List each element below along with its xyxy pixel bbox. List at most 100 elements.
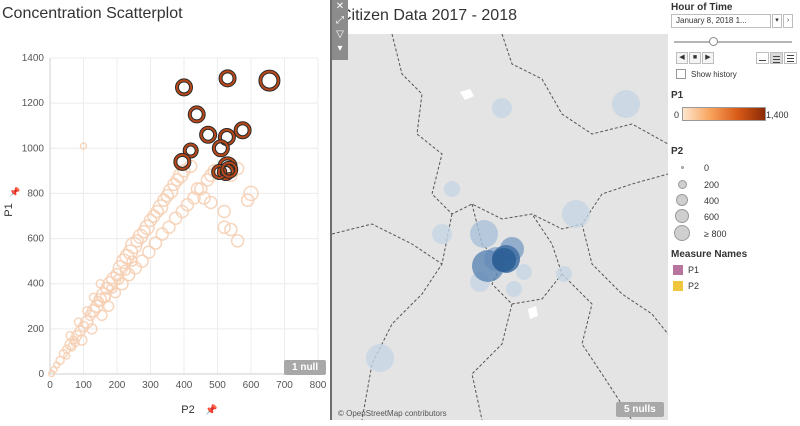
scatter-point[interactable] [200,126,217,143]
map-point[interactable] [612,90,640,118]
map-point[interactable] [506,281,522,297]
scatter-point[interactable] [224,222,238,237]
scatter-point[interactable] [190,182,205,196]
speed-fast-button[interactable] [784,52,797,64]
scatter-point[interactable] [135,254,149,268]
p2-size-item[interactable]: 0 [668,160,800,176]
scatter-point[interactable] [259,70,280,91]
scatter-point[interactable] [96,309,108,322]
map-point[interactable] [556,266,572,282]
scatter-point[interactable] [137,225,151,239]
scatter-point[interactable] [162,183,179,199]
scatter-point[interactable] [183,143,198,158]
p2-size-item[interactable]: ≥ 800 [668,225,800,242]
scatter-point[interactable] [152,199,169,215]
scatter-point[interactable] [219,70,236,87]
scatter-point[interactable] [76,334,88,346]
scatter-point[interactable] [139,219,155,236]
scatter-point[interactable] [217,204,231,219]
map-point[interactable] [492,248,516,272]
p1-color-ramp[interactable] [682,107,766,121]
scatter-point[interactable] [176,79,192,96]
map-point[interactable] [516,264,532,280]
p2-size-item[interactable]: 200 [668,177,800,193]
show-history-checkbox[interactable] [676,69,686,79]
hour-dropdown[interactable]: January 8, 2018 1... [671,14,771,28]
map-data-points[interactable] [366,90,640,372]
scatter-point[interactable] [99,291,112,304]
time-slider-thumb[interactable] [708,37,718,46]
scatter-point[interactable] [200,173,215,187]
scatter-point[interactable] [143,213,158,228]
step-forward-button[interactable]: ▶ [702,52,714,64]
map-point[interactable] [432,224,452,244]
scatter-point[interactable] [197,191,211,205]
scatter-point[interactable] [65,330,75,341]
scatter-point[interactable] [79,142,88,150]
map-attribution[interactable]: © OpenStreetMap contributors [338,409,447,418]
scatter-point[interactable] [82,306,92,316]
map-point[interactable] [492,98,512,118]
scatter-point[interactable] [234,122,251,139]
null-indicator-badge[interactable]: 5 nulls [616,402,664,417]
scatter-point[interactable] [230,234,245,248]
scatter-point[interactable] [119,264,132,276]
p1-swatch[interactable] [673,265,683,275]
scatter-point[interactable] [212,164,227,179]
scatter-point[interactable] [177,164,191,178]
stop-button[interactable]: ■ [689,52,701,64]
y-tick-label: 200 [27,324,44,335]
scatter-point[interactable] [95,278,105,289]
scatter-point[interactable] [194,182,208,196]
scatter-point[interactable] [188,106,205,123]
scatter-point[interactable] [126,255,138,267]
scatter-point[interactable] [63,352,71,360]
map-point[interactable] [366,344,394,372]
scatter-point[interactable] [217,220,231,235]
scatter-chart[interactable]: 0 200 400 600 800 1000 1200 1400 0 100 200 300 400 50… [0,0,330,426]
map-point[interactable] [444,181,460,197]
scatter-point[interactable] [142,245,156,259]
scatter-point[interactable] [130,234,144,248]
scatter-point[interactable] [174,153,191,170]
scatter-point[interactable] [86,323,98,335]
map-point[interactable] [470,220,498,248]
time-slider-track[interactable] [674,41,792,43]
scatter-point[interactable] [73,317,84,327]
scatter-point[interactable] [150,204,164,219]
scatter-point[interactable] [204,195,218,210]
close-icon[interactable]: ✕ [335,1,345,12]
filter-icon[interactable]: ▽ [336,29,344,40]
scatter-point[interactable] [221,161,238,178]
expand-icon[interactable]: ⤢ [336,15,344,26]
map-point[interactable] [562,200,590,228]
hour-next-button[interactable]: › [783,14,793,28]
measure-names-title: Measure Names [671,249,748,260]
dropdown-icon[interactable]: ▾ [337,43,343,54]
hour-prev-button[interactable]: ▾ [772,14,782,28]
scatter-point[interactable] [106,282,118,294]
scatter-point[interactable] [128,261,143,275]
p2-size-item[interactable]: 600 [668,209,800,225]
map-title: Citizen Data 2017 - 2018 [340,7,517,24]
scatter-point[interactable] [162,220,176,235]
scatter-point[interactable] [168,211,183,226]
scatter-point[interactable] [212,140,229,157]
speed-slow-button[interactable] [756,52,769,64]
scatter-point[interactable] [112,273,125,285]
step-back-button[interactable]: ◀ [676,52,688,64]
scatter-point[interactable] [187,191,201,205]
scatter-point[interactable] [170,173,185,187]
null-indicator-badge[interactable]: 1 null [284,360,327,375]
map-canvas[interactable]: © OpenStreetMap contributors 5 nulls [332,34,668,420]
p2-swatch[interactable] [673,281,683,291]
scatter-point[interactable] [204,168,218,183]
p2-size-item[interactable]: 400 [668,193,800,209]
scatter-point[interactable] [160,188,174,203]
scatter-point[interactable] [243,185,259,202]
scatter-point[interactable] [70,337,80,348]
scatter-point[interactable] [175,204,190,219]
scatter-point[interactable] [148,236,163,250]
scatter-point[interactable] [240,193,255,207]
speed-medium-button[interactable] [770,52,783,64]
